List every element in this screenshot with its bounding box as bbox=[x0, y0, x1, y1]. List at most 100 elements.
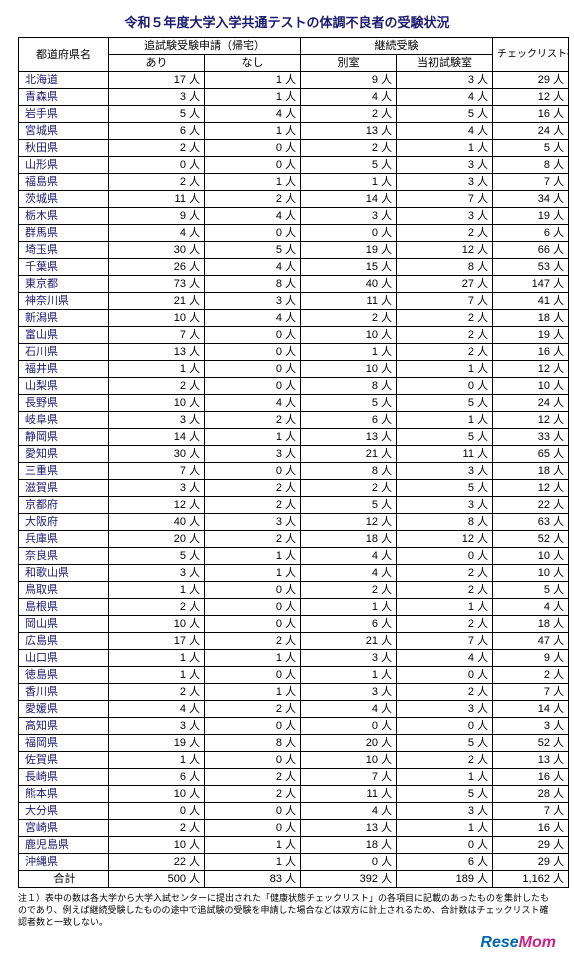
cell: 1 人 bbox=[301, 174, 397, 191]
cell: 1 人 bbox=[205, 837, 301, 854]
cell: 4 人 bbox=[301, 803, 397, 820]
cell: 2 人 bbox=[205, 531, 301, 548]
table-row: 岩手県5 人4 人2 人5 人16 人 bbox=[19, 106, 569, 123]
cell: 4 人 bbox=[301, 548, 397, 565]
cell: 2 人 bbox=[205, 633, 301, 650]
cell: 4 人 bbox=[205, 395, 301, 412]
cell: 2 人 bbox=[397, 225, 493, 242]
cell: 12 人 bbox=[493, 480, 569, 497]
cell: 滋賀県 bbox=[19, 480, 109, 497]
cell: 16 人 bbox=[493, 820, 569, 837]
cell: 0 人 bbox=[205, 820, 301, 837]
cell: 19 人 bbox=[493, 208, 569, 225]
footnote: 注１）表中の数は各大学から大学入試センターに提出された「健康状態チェックリスト」… bbox=[18, 892, 556, 928]
cell: 沖縄県 bbox=[19, 854, 109, 871]
cell: 0 人 bbox=[205, 599, 301, 616]
cell: 11 人 bbox=[301, 786, 397, 803]
cell: 11 人 bbox=[109, 191, 205, 208]
cell: 21 人 bbox=[301, 446, 397, 463]
cell: 2 人 bbox=[301, 106, 397, 123]
cell: 0 人 bbox=[205, 361, 301, 378]
cell: 東京都 bbox=[19, 276, 109, 293]
table-row: 長崎県6 人2 人7 人1 人16 人 bbox=[19, 769, 569, 786]
cell: 4 人 bbox=[109, 225, 205, 242]
cell: 1 人 bbox=[205, 854, 301, 871]
cell: 5 人 bbox=[205, 242, 301, 259]
cell: 34 人 bbox=[493, 191, 569, 208]
cell: 5 人 bbox=[397, 429, 493, 446]
table-row: 北海道17 人1 人9 人3 人29 人 bbox=[19, 72, 569, 89]
cell: 徳島県 bbox=[19, 667, 109, 684]
cell: 7 人 bbox=[397, 293, 493, 310]
table-row: 熊本県10 人2 人11 人5 人28 人 bbox=[19, 786, 569, 803]
cell: 12 人 bbox=[109, 497, 205, 514]
cell: 4 人 bbox=[301, 701, 397, 718]
cell: 2 人 bbox=[397, 684, 493, 701]
cell: 3 人 bbox=[205, 293, 301, 310]
cell: 65 人 bbox=[493, 446, 569, 463]
cell: 1 人 bbox=[205, 684, 301, 701]
cell: 0 人 bbox=[301, 854, 397, 871]
cell: 29 人 bbox=[493, 72, 569, 89]
cell: 0 人 bbox=[109, 157, 205, 174]
cell: 0 人 bbox=[205, 582, 301, 599]
cell: 1 人 bbox=[397, 140, 493, 157]
table-row: 栃木県9 人4 人3 人3 人19 人 bbox=[19, 208, 569, 225]
cell: 8 人 bbox=[397, 514, 493, 531]
cell: 広島県 bbox=[19, 633, 109, 650]
cell: 12 人 bbox=[493, 361, 569, 378]
table-row: 滋賀県3 人2 人2 人5 人12 人 bbox=[19, 480, 569, 497]
cell: 山梨県 bbox=[19, 378, 109, 395]
cell: 0 人 bbox=[205, 667, 301, 684]
cell: 9 人 bbox=[109, 208, 205, 225]
cell: 富山県 bbox=[19, 327, 109, 344]
table-row: 奈良県5 人1 人4 人0 人10 人 bbox=[19, 548, 569, 565]
cell: 3 人 bbox=[109, 718, 205, 735]
table-row: 新潟県10 人4 人2 人2 人18 人 bbox=[19, 310, 569, 327]
cell: 千葉県 bbox=[19, 259, 109, 276]
table-row: 茨城県11 人2 人14 人7 人34 人 bbox=[19, 191, 569, 208]
cell: 11 人 bbox=[301, 293, 397, 310]
table-row: 広島県17 人2 人21 人7 人47 人 bbox=[19, 633, 569, 650]
cell: 3 人 bbox=[301, 208, 397, 225]
cell: 2 人 bbox=[205, 480, 301, 497]
table-row: 山梨県2 人0 人8 人0 人10 人 bbox=[19, 378, 569, 395]
cell: 21 人 bbox=[109, 293, 205, 310]
cell: 1 人 bbox=[109, 752, 205, 769]
cell: 青森県 bbox=[19, 89, 109, 106]
cell: 0 人 bbox=[205, 140, 301, 157]
cell: 9 人 bbox=[301, 72, 397, 89]
cell: 3 人 bbox=[397, 157, 493, 174]
cell: 0 人 bbox=[205, 616, 301, 633]
cell: 12 人 bbox=[493, 89, 569, 106]
cell: 4 人 bbox=[205, 310, 301, 327]
cell: 0 人 bbox=[205, 225, 301, 242]
cell: 4 人 bbox=[493, 599, 569, 616]
cell: 18 人 bbox=[493, 463, 569, 480]
cell: 2 人 bbox=[205, 786, 301, 803]
cell: 3 人 bbox=[397, 803, 493, 820]
cell: 合計 bbox=[19, 871, 109, 888]
cell: 8 人 bbox=[301, 378, 397, 395]
th-ari: あり bbox=[109, 55, 205, 72]
cell: 三重県 bbox=[19, 463, 109, 480]
table-row: 香川県2 人1 人3 人2 人7 人 bbox=[19, 684, 569, 701]
cell: 0 人 bbox=[397, 718, 493, 735]
cell: 4 人 bbox=[397, 123, 493, 140]
table-row-total: 合計500 人83 人392 人189 人1,162 人 bbox=[19, 871, 569, 888]
cell: 2 人 bbox=[301, 480, 397, 497]
cell: 14 人 bbox=[109, 429, 205, 446]
cell: 0 人 bbox=[397, 378, 493, 395]
cell: 4 人 bbox=[205, 259, 301, 276]
cell: 福井県 bbox=[19, 361, 109, 378]
cell: 10 人 bbox=[109, 837, 205, 854]
cell: 2 人 bbox=[205, 769, 301, 786]
table-row: 長野県10 人4 人5 人5 人24 人 bbox=[19, 395, 569, 412]
cell: 7 人 bbox=[493, 803, 569, 820]
cell: 2 人 bbox=[397, 752, 493, 769]
cell: 4 人 bbox=[205, 208, 301, 225]
cell: 6 人 bbox=[493, 225, 569, 242]
cell: 0 人 bbox=[397, 667, 493, 684]
cell: 24 人 bbox=[493, 395, 569, 412]
cell: 2 人 bbox=[397, 582, 493, 599]
